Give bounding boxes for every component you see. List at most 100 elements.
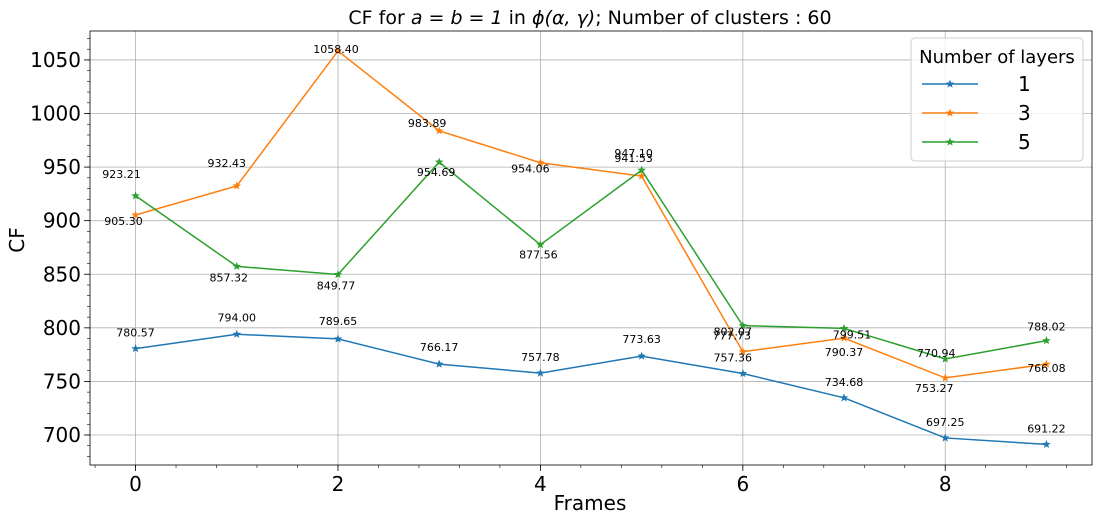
data-point — [637, 165, 646, 174]
x-tick-label: 0 — [129, 472, 142, 496]
series-3 — [131, 46, 1051, 382]
data-point — [536, 240, 545, 249]
data-point — [839, 333, 849, 342]
data-label: 789.65 — [319, 315, 358, 328]
legend-box — [910, 37, 1084, 162]
data-label: 941.53 — [614, 152, 653, 165]
data-point — [232, 329, 242, 338]
data-label: 753.27 — [915, 382, 954, 395]
data-point — [131, 210, 140, 219]
data-point — [333, 270, 343, 279]
data-point — [1042, 439, 1051, 449]
y-tick-label: 1000 — [30, 102, 81, 126]
y-tick-label: 900 — [43, 209, 81, 233]
data-point — [940, 373, 950, 382]
data-labels: 780.57 794.00 789.65 766.17 757.78 773.63 757.… — [102, 43, 1065, 435]
data-point — [434, 157, 444, 166]
data-label: 947.10 — [614, 147, 653, 160]
data-label: 923.21 — [102, 168, 141, 181]
title-math2: ϕ(α, γ) — [532, 7, 595, 29]
data-label: 799.51 — [833, 328, 872, 341]
data-label: 954.69 — [417, 166, 456, 179]
legend-label: 5 — [1018, 130, 1031, 154]
series-1 — [131, 329, 1051, 449]
data-point — [536, 368, 545, 377]
data-label: 691.22 — [1027, 422, 1066, 435]
data-point — [232, 181, 242, 190]
x-tick-label: 4 — [534, 472, 547, 496]
data-label: 777.73 — [713, 330, 752, 343]
data-point — [131, 344, 140, 353]
data-point — [839, 393, 849, 402]
data-point — [333, 46, 343, 55]
data-point — [738, 369, 748, 378]
data-point — [333, 334, 343, 343]
title-math1: a = b = 1 — [411, 7, 503, 29]
data-point — [839, 323, 849, 332]
data-point — [738, 321, 748, 330]
data-point — [1042, 359, 1051, 368]
legend-entries: 1 3 5 — [922, 72, 1031, 154]
data-label: 766.17 — [420, 341, 459, 354]
data-label: 734.68 — [825, 376, 864, 389]
series-5 — [131, 157, 1051, 363]
legend-label: 1 — [1018, 72, 1031, 96]
y-axis-ticks: 700 750 800 850 900 950 1000 1050 — [30, 48, 90, 447]
data-point — [637, 351, 646, 360]
data-label: 905.30 — [104, 215, 143, 228]
data-point — [738, 347, 748, 356]
y-axis-label: CF — [5, 227, 29, 252]
data-label: 849.77 — [317, 280, 356, 293]
legend-entry-5: 5 — [922, 130, 1031, 154]
data-point — [940, 354, 950, 363]
data-label: 877.56 — [519, 249, 558, 262]
data-label: 697.25 — [926, 416, 965, 429]
data-label: 780.57 — [116, 327, 155, 340]
x-tick-label: 8 — [939, 472, 952, 496]
data-label: 770.94 — [917, 347, 956, 360]
legend-title: Number of layers — [919, 47, 1075, 68]
data-label: 932.43 — [208, 157, 247, 170]
series-layer — [131, 46, 1051, 449]
data-point — [940, 433, 950, 442]
data-label: 802.07 — [714, 326, 753, 339]
data-label: 1058.40 — [313, 43, 359, 56]
series-5-line — [135, 161, 1047, 360]
series-1-line — [135, 333, 1047, 446]
data-point — [1042, 336, 1051, 345]
legend-marker — [945, 79, 955, 88]
legend-marker — [945, 137, 955, 146]
y-tick-label: 950 — [43, 155, 81, 179]
data-label: 954.06 — [511, 163, 550, 176]
x-axis-ticks: 0 2 4 6 8 — [129, 465, 952, 496]
chart-title: CF for a = b = 1 in ϕ(α, γ); Number of c… — [348, 7, 831, 29]
data-point — [637, 171, 646, 180]
legend-entry-3: 3 — [922, 101, 1031, 125]
x-tick-label: 6 — [736, 472, 749, 496]
x-axis-label: Frames — [554, 491, 627, 515]
data-label: 790.37 — [825, 346, 864, 359]
data-label: 857.32 — [210, 271, 249, 284]
data-label: 766.08 — [1027, 362, 1066, 375]
y-tick-label: 850 — [43, 262, 81, 286]
title-post: ; Number of clusters : 60 — [595, 7, 831, 29]
y-tick-label: 750 — [43, 369, 81, 393]
x-tick-label: 2 — [332, 472, 345, 496]
legend: Number of layers 1 3 5 — [910, 37, 1084, 162]
y-tick-label: 1050 — [30, 48, 81, 72]
legend-label: 3 — [1018, 101, 1031, 125]
y-tick-label: 800 — [43, 316, 81, 340]
data-label: 757.78 — [521, 351, 560, 364]
data-label: 794.00 — [218, 311, 257, 324]
data-point — [232, 261, 242, 271]
legend-entry-1: 1 — [922, 72, 1031, 96]
legend-marker — [945, 108, 955, 117]
title-pre: CF for — [348, 7, 410, 29]
data-label: 983.89 — [408, 117, 447, 130]
y-tick-label: 700 — [43, 423, 81, 447]
plot-frame — [89, 30, 1093, 466]
data-label: 773.63 — [622, 333, 661, 346]
data-point — [131, 191, 140, 200]
data-point — [434, 126, 444, 135]
